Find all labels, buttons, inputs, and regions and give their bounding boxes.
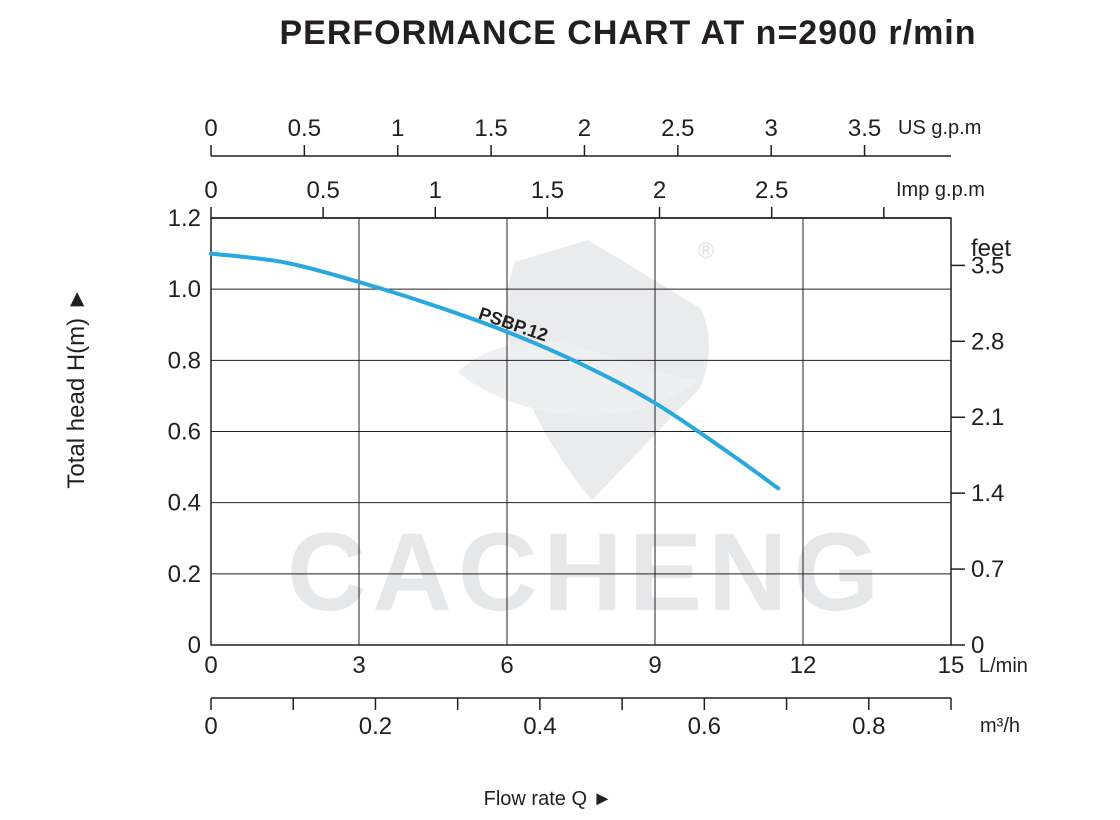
us-gpm-tick-label: 2: [578, 115, 591, 142]
us-gpm-tick-label: 0: [204, 115, 217, 142]
feet-tick-label: 2.8: [971, 328, 1004, 355]
feet-unit-label: feet: [971, 235, 1011, 262]
m3h-tick-label: 0.2: [359, 713, 392, 740]
y-tick-label: 0: [188, 632, 201, 659]
feet-tick-label: 0.7: [971, 556, 1004, 583]
m3h-tick-label: 0.4: [523, 713, 556, 740]
y-tick-label: 0.4: [168, 490, 201, 517]
feet-tick-label: 3.5: [971, 252, 1004, 279]
x-tick-label: 3: [352, 652, 365, 679]
us-gpm-tick-label: 1.5: [474, 115, 507, 142]
x-tick-label: 15: [938, 652, 965, 679]
grid: [210, 217, 952, 646]
feet-tick-label: 0: [971, 632, 984, 659]
y-tick-label: 0.8: [168, 347, 201, 374]
imp-gpm-unit-label: Imp g.p.m: [896, 179, 985, 201]
y-tick-label: 0.2: [168, 561, 201, 588]
feet-tick-label: 2.1: [971, 404, 1004, 431]
watermark-logo: CACHENG ®: [287, 238, 885, 634]
y-tick-label: 0.6: [168, 419, 201, 446]
m3h-unit-label: m³/h: [980, 715, 1020, 737]
chart-title: PERFORMANCE CHART AT n=2900 r/min: [279, 14, 976, 52]
y-tick-label: 1.0: [168, 276, 201, 303]
us-gpm-tick-label: 2.5: [661, 115, 694, 142]
us-gpm-tick-label: 3: [765, 115, 778, 142]
y-tick-label: 1.2: [168, 205, 201, 232]
series-line-psbp-12: [209, 251, 781, 491]
m3h-tick-label: 0.8: [852, 713, 885, 740]
us-gpm-tick-label: 3.5: [848, 115, 881, 142]
x-tick-label: 12: [790, 652, 817, 679]
us-gpm-unit-label: US g.p.m: [898, 117, 981, 139]
x-unit-label: L/min: [979, 655, 1028, 677]
imp-gpm-tick-label: 0: [204, 177, 217, 204]
imp-gpm-tick-label: 2.5: [755, 177, 788, 204]
x-tick-label: 0: [204, 652, 217, 679]
watermark-registered-mark: ®: [698, 238, 714, 263]
m3h-tick-label: 0.6: [688, 713, 721, 740]
feet-tick-label: 1.4: [971, 480, 1004, 507]
imp-gpm-tick-label: 0.5: [306, 177, 339, 204]
x-tick-label: 6: [500, 652, 513, 679]
x-axis-label: Flow rate Q ►: [484, 788, 613, 810]
imp-gpm-tick-label: 2: [653, 177, 666, 204]
y-axis-label: Total head H(m) ►: [63, 287, 90, 488]
m3h-tick-label: 0: [204, 713, 217, 740]
watermark-text: CACHENG: [287, 511, 885, 634]
us-gpm-tick-label: 0.5: [288, 115, 321, 142]
axes: 00.20.40.60.81.01.20 3 6 9 12 15 L/min00.71.42…: [168, 115, 1028, 740]
us-gpm-tick-label: 1: [391, 115, 404, 142]
imp-gpm-tick-label: 1: [429, 177, 442, 204]
x-tick-label: 9: [648, 652, 661, 679]
imp-gpm-tick-label: 1.5: [531, 177, 564, 204]
